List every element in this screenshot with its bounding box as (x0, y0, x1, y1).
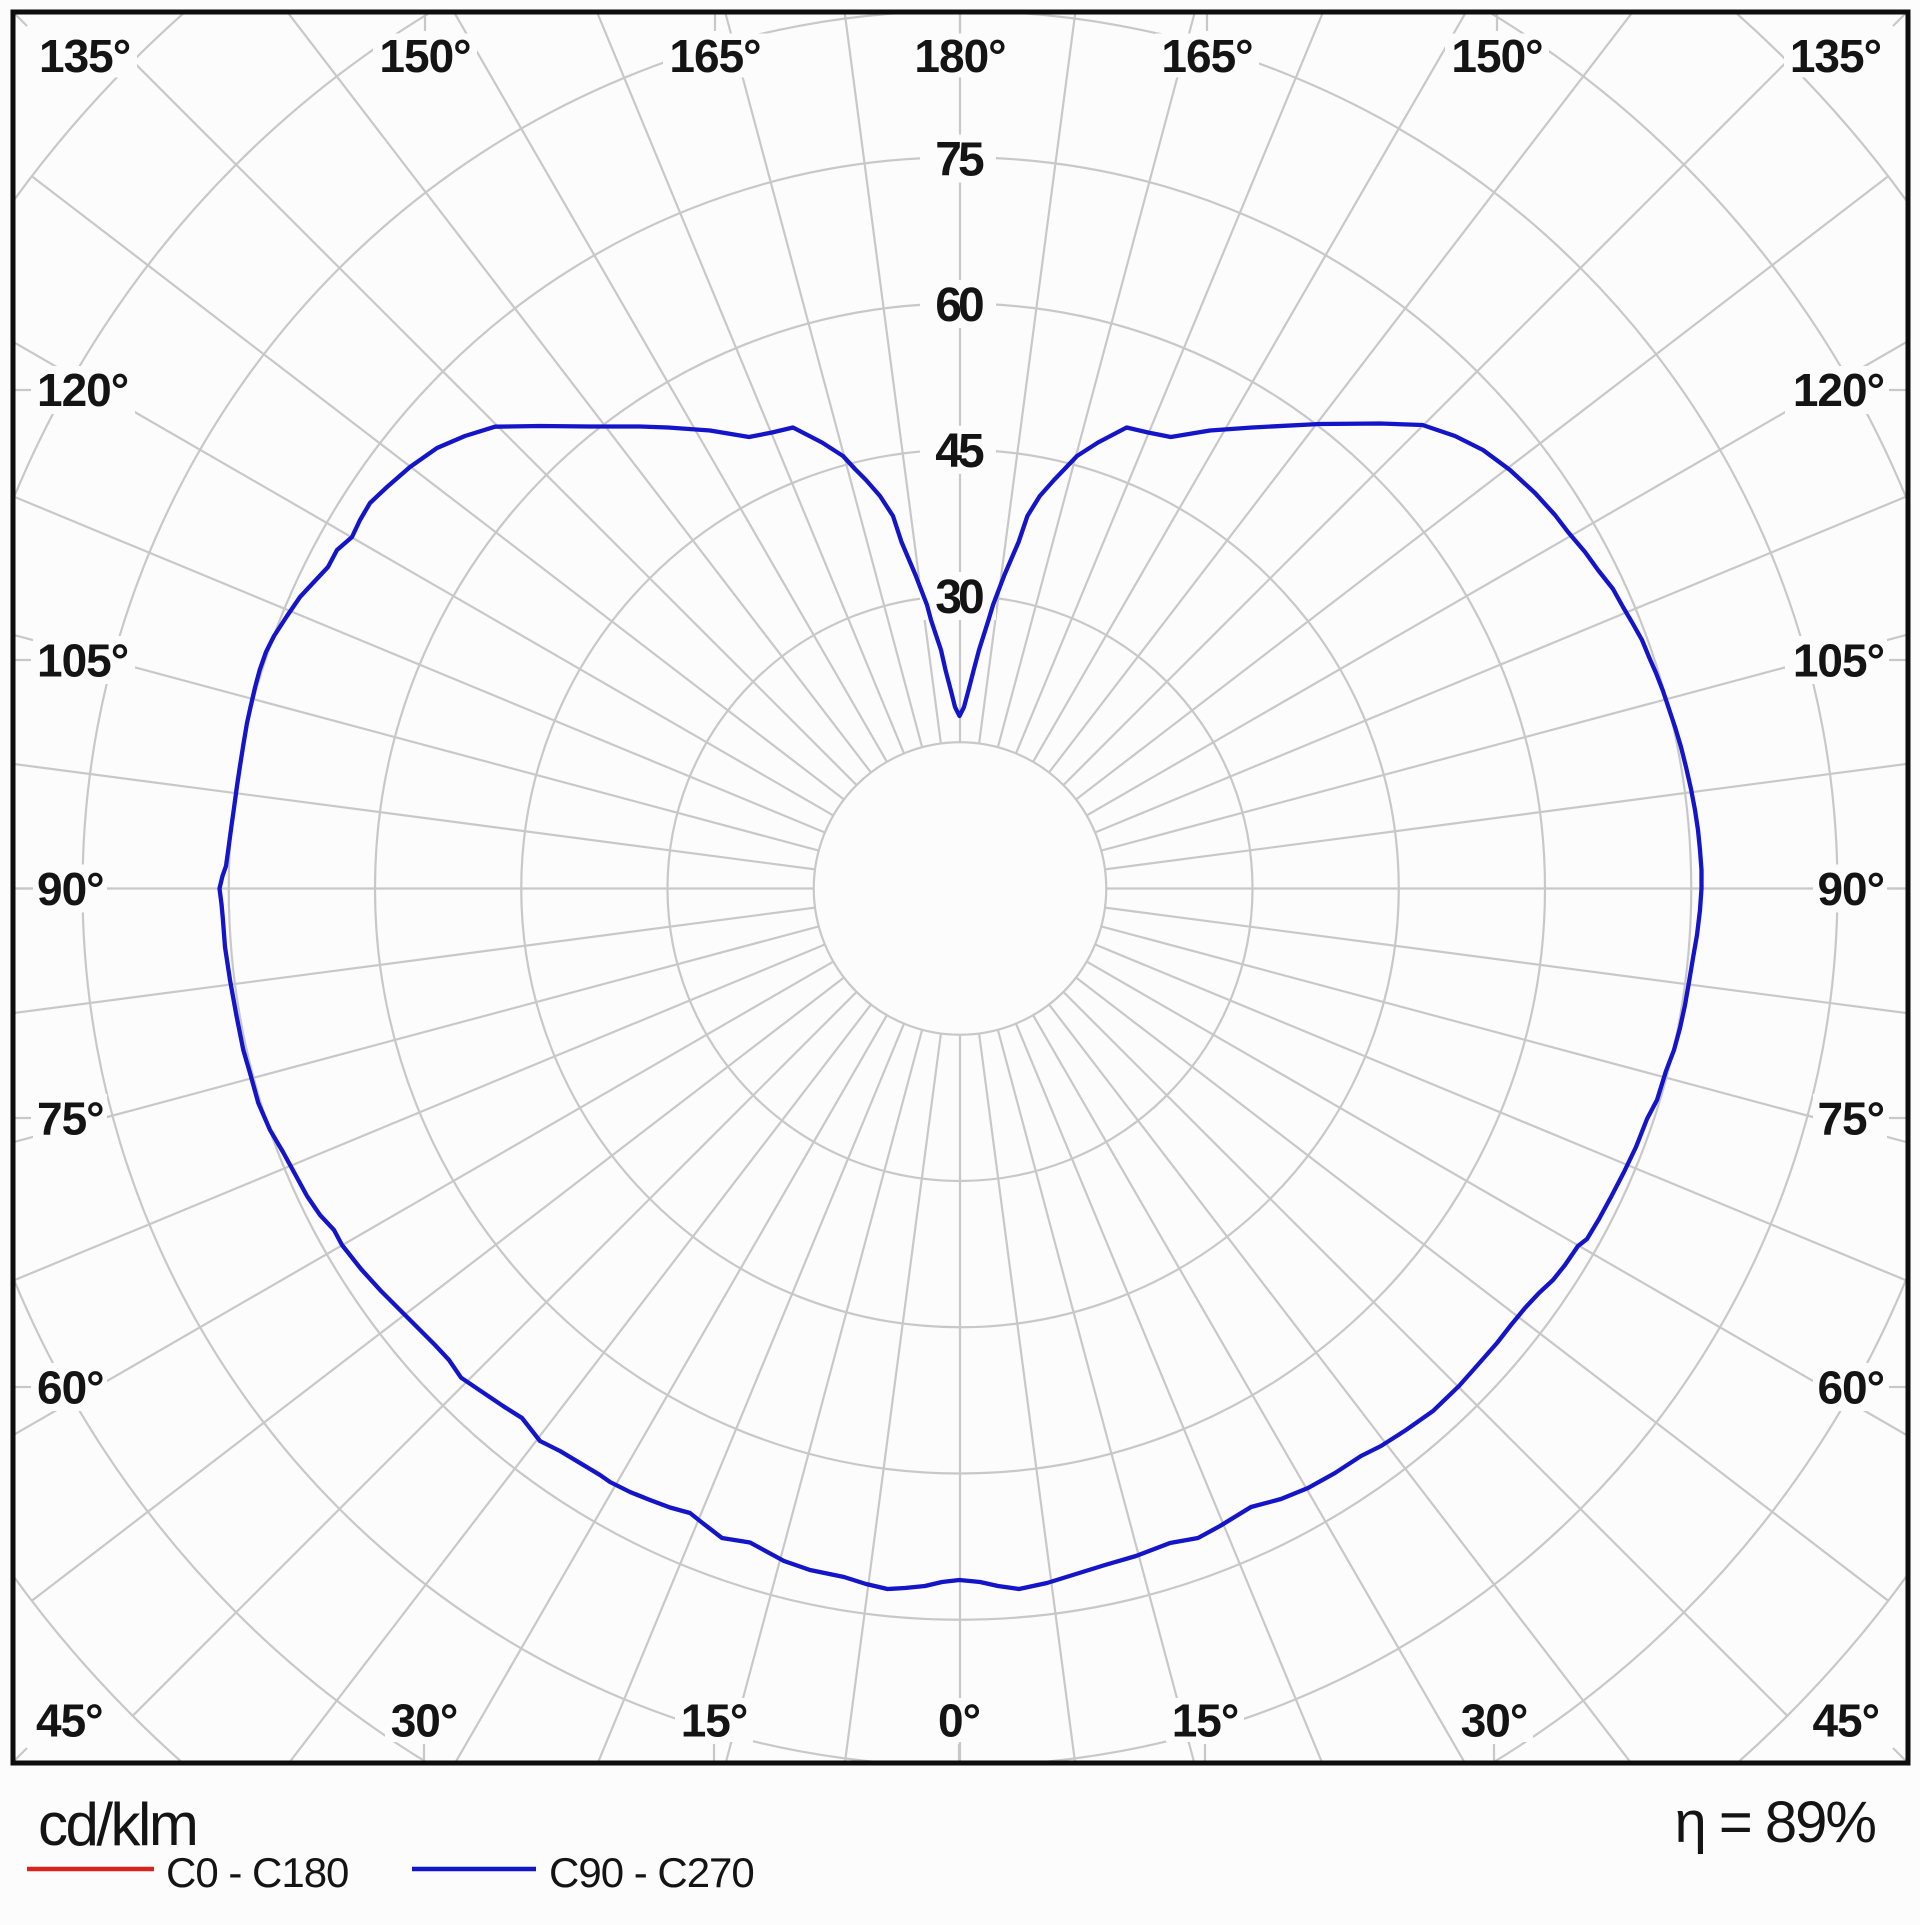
svg-text:60°: 60° (1817, 1362, 1884, 1414)
svg-text:60: 60 (935, 279, 983, 332)
svg-text:120°: 120° (37, 364, 128, 416)
svg-text:90°: 90° (1817, 863, 1884, 915)
svg-text:C0 - C180: C0 - C180 (166, 1849, 348, 1896)
svg-text:0°: 0° (938, 1695, 980, 1747)
svg-text:cd/klm: cd/klm (38, 1791, 196, 1858)
svg-text:135°: 135° (1790, 30, 1881, 82)
svg-text:75: 75 (935, 134, 984, 187)
svg-text:η = 89%: η = 89% (1675, 1790, 1876, 1855)
svg-text:30: 30 (935, 571, 983, 624)
svg-text:45°: 45° (36, 1695, 103, 1747)
svg-text:135°: 135° (39, 30, 130, 82)
svg-text:165°: 165° (669, 30, 760, 82)
svg-text:90°: 90° (37, 863, 104, 915)
svg-text:30°: 30° (1461, 1695, 1528, 1747)
svg-text:180°: 180° (914, 30, 1005, 82)
svg-text:75°: 75° (37, 1093, 104, 1145)
svg-text:120°: 120° (1793, 364, 1884, 416)
svg-text:75°: 75° (1817, 1093, 1884, 1145)
svg-text:165°: 165° (1161, 30, 1252, 82)
svg-text:15°: 15° (1172, 1695, 1239, 1747)
svg-text:45: 45 (935, 425, 984, 478)
svg-text:105°: 105° (37, 635, 128, 687)
svg-text:C90 - C270: C90 - C270 (549, 1849, 754, 1896)
svg-text:150°: 150° (379, 30, 470, 82)
svg-text:60°: 60° (37, 1362, 104, 1414)
svg-text:45°: 45° (1812, 1695, 1879, 1747)
svg-text:105°: 105° (1793, 635, 1884, 687)
svg-text:15°: 15° (681, 1695, 748, 1747)
svg-text:30°: 30° (391, 1695, 458, 1747)
svg-text:150°: 150° (1451, 30, 1542, 82)
